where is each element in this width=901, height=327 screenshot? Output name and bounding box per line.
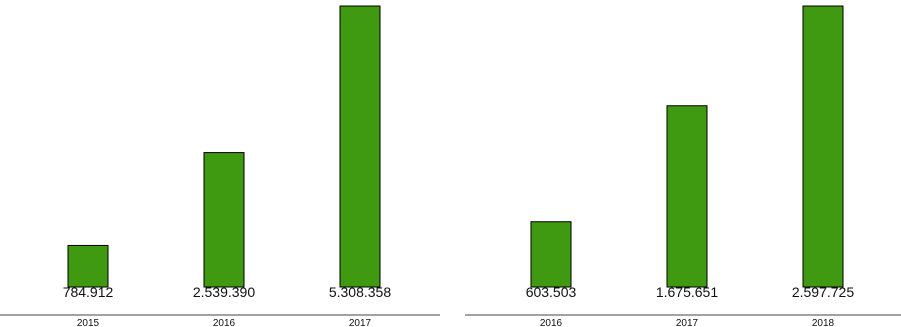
- tick-label-2016: 2016: [540, 318, 563, 327]
- bar-2016: [203, 152, 245, 288]
- tick-label-2016: 2016: [213, 318, 236, 327]
- bar-2015: [67, 244, 109, 288]
- value-label-2016: 2.539.390: [193, 284, 255, 300]
- tick-label-2017: 2017: [349, 318, 372, 327]
- bar-2017: [339, 5, 381, 288]
- value-label-2018: 2.597.725: [792, 284, 854, 300]
- value-label-2015: 784.912: [63, 284, 114, 300]
- bar-2016: [530, 221, 572, 288]
- tick-label-2015: 2015: [77, 318, 100, 327]
- bar-2018: [802, 5, 844, 288]
- value-label-2017: 5.308.358: [329, 284, 391, 300]
- value-label-2016: 603.503: [526, 284, 577, 300]
- value-label-2017: 1.675.651: [656, 284, 718, 300]
- tick-label-2017: 2017: [676, 318, 699, 327]
- tick-label-2018: 2018: [812, 318, 835, 327]
- bar-2017: [666, 105, 708, 288]
- chart-right: 603.503 2016 1.675.651 2017 2.597.725 2018: [465, 5, 901, 327]
- chart-left: 784.912 2015 2.539.390 2016 5.308.358 2017: [0, 5, 440, 327]
